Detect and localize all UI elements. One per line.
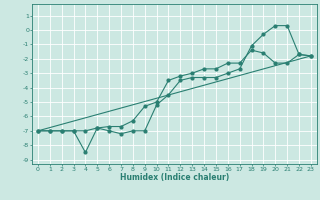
X-axis label: Humidex (Indice chaleur): Humidex (Indice chaleur) [120, 173, 229, 182]
